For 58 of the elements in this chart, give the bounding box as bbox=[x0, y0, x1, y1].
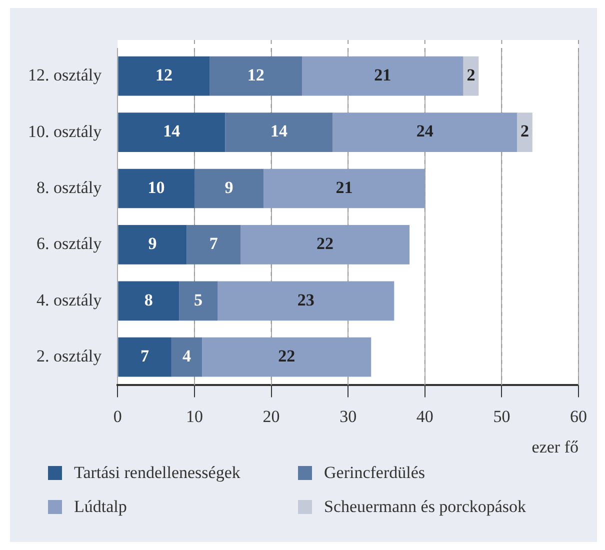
bar bbox=[186, 225, 241, 264]
bar bbox=[171, 337, 202, 377]
bar bbox=[194, 168, 264, 208]
data-label: 2 bbox=[520, 122, 529, 141]
bar bbox=[118, 112, 226, 152]
data-label: 12 bbox=[155, 65, 172, 84]
y-tick-label: 12. osztály bbox=[28, 66, 102, 85]
bar bbox=[210, 56, 302, 96]
bar bbox=[332, 112, 518, 152]
bar bbox=[118, 225, 187, 264]
y-tick-label: 6. osztály bbox=[36, 234, 102, 254]
data-label: 22 bbox=[316, 234, 334, 254]
legend-label: Scheuermann és porckopások bbox=[324, 497, 526, 517]
data-label: 24 bbox=[416, 122, 434, 141]
data-label: 10 bbox=[148, 178, 165, 197]
data-label: 9 bbox=[148, 234, 157, 254]
bar bbox=[179, 281, 218, 321]
data-label: 22 bbox=[278, 346, 296, 366]
x-axis-title: ezer fő bbox=[532, 437, 578, 456]
data-label: 8 bbox=[144, 290, 153, 310]
y-tick-label: 10. osztály bbox=[28, 122, 102, 141]
x-tick-label: 30 bbox=[340, 406, 357, 426]
data-label: 2 bbox=[466, 65, 476, 84]
data-label: 5 bbox=[194, 290, 203, 310]
y-tick-label: 2. osztály bbox=[36, 346, 102, 366]
bar bbox=[240, 225, 410, 264]
data-label: 4 bbox=[182, 346, 192, 366]
bar bbox=[264, 168, 425, 208]
legend-label: Gerincferdülés bbox=[324, 463, 426, 483]
data-label: 21 bbox=[336, 178, 353, 197]
x-tick-label: 10 bbox=[186, 406, 203, 426]
x-tick-label: 40 bbox=[416, 406, 434, 426]
x-tick-label: 50 bbox=[493, 406, 510, 426]
bar bbox=[118, 337, 172, 377]
x-tick-label: 0 bbox=[113, 406, 122, 426]
data-label: 14 bbox=[270, 122, 288, 141]
bar bbox=[118, 168, 194, 208]
y-tick-label: 4. osztály bbox=[36, 290, 102, 310]
y-tick-label: 8. osztály bbox=[36, 178, 102, 197]
bar bbox=[225, 112, 333, 152]
bar bbox=[118, 56, 210, 96]
x-tick-label: 20 bbox=[262, 406, 280, 426]
bar bbox=[218, 281, 394, 321]
data-label: 9 bbox=[224, 178, 234, 197]
data-label: 14 bbox=[163, 122, 181, 141]
data-label: 21 bbox=[374, 65, 392, 84]
data-label: 23 bbox=[297, 290, 314, 310]
legend-label: Lúdtalp bbox=[74, 497, 127, 517]
bar bbox=[463, 56, 479, 96]
bar bbox=[118, 281, 180, 321]
bar bbox=[302, 56, 464, 96]
bar bbox=[202, 337, 372, 377]
data-label: 7 bbox=[209, 234, 218, 254]
bar bbox=[517, 112, 532, 152]
legend-label: Tartási rendellenességek bbox=[74, 463, 240, 483]
data-label: 12 bbox=[247, 65, 264, 84]
x-tick-label: 60 bbox=[570, 406, 587, 426]
data-label: 7 bbox=[140, 346, 150, 366]
